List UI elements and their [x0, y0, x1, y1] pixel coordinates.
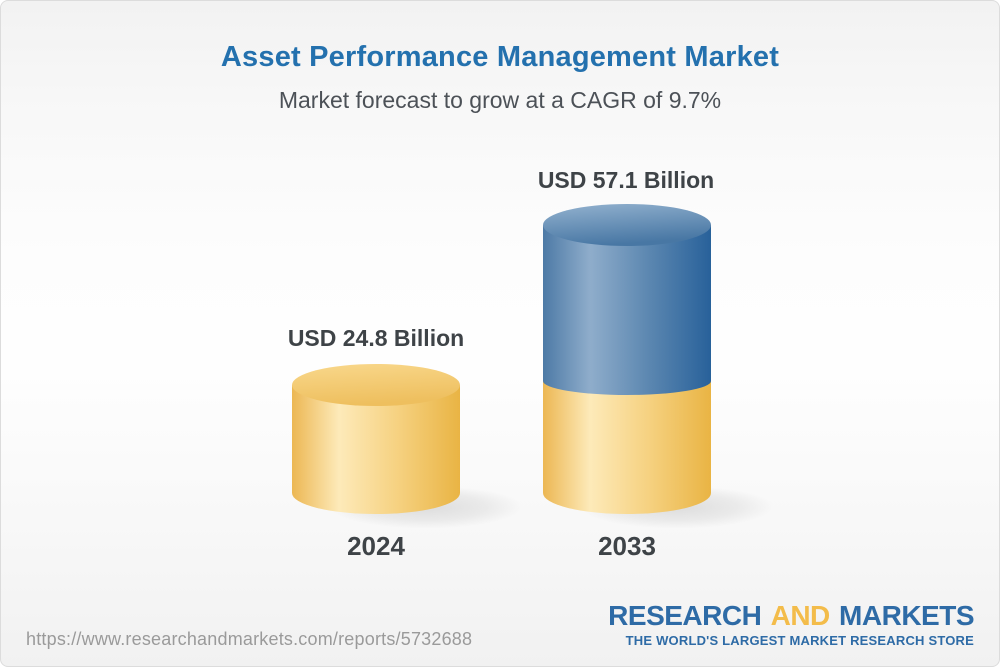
- logo-word-markets: MARKETS: [839, 600, 974, 631]
- chart-title: Asset Performance Management Market: [220, 41, 780, 73]
- bar-2024-cylinder-icon: [292, 364, 460, 514]
- axis-label-2033: 2033: [598, 531, 656, 561]
- value-label-2024: USD 24.8 Billion: [287, 325, 465, 351]
- chart-subtitle: Market forecast to grow at a CAGR of 9.7…: [278, 87, 722, 113]
- logo-wordmark: RESEARCH AND MARKETS: [608, 601, 974, 631]
- bar-2033-cylinder-icon: [543, 204, 711, 514]
- axis-label-2024: 2024: [347, 531, 405, 561]
- logo-tagline: THE WORLD'S LARGEST MARKET RESEARCH STOR…: [625, 633, 974, 648]
- logo-word-research: RESEARCH: [608, 600, 762, 631]
- researchandmarkets-logo: RESEARCH AND MARKETS THE WORLD'S LARGEST…: [608, 601, 974, 649]
- value-label-2033: USD 57.1 Billion: [537, 167, 715, 193]
- logo-word-and: AND: [770, 600, 831, 631]
- source-url: https://www.researchandmarkets.com/repor…: [26, 629, 473, 649]
